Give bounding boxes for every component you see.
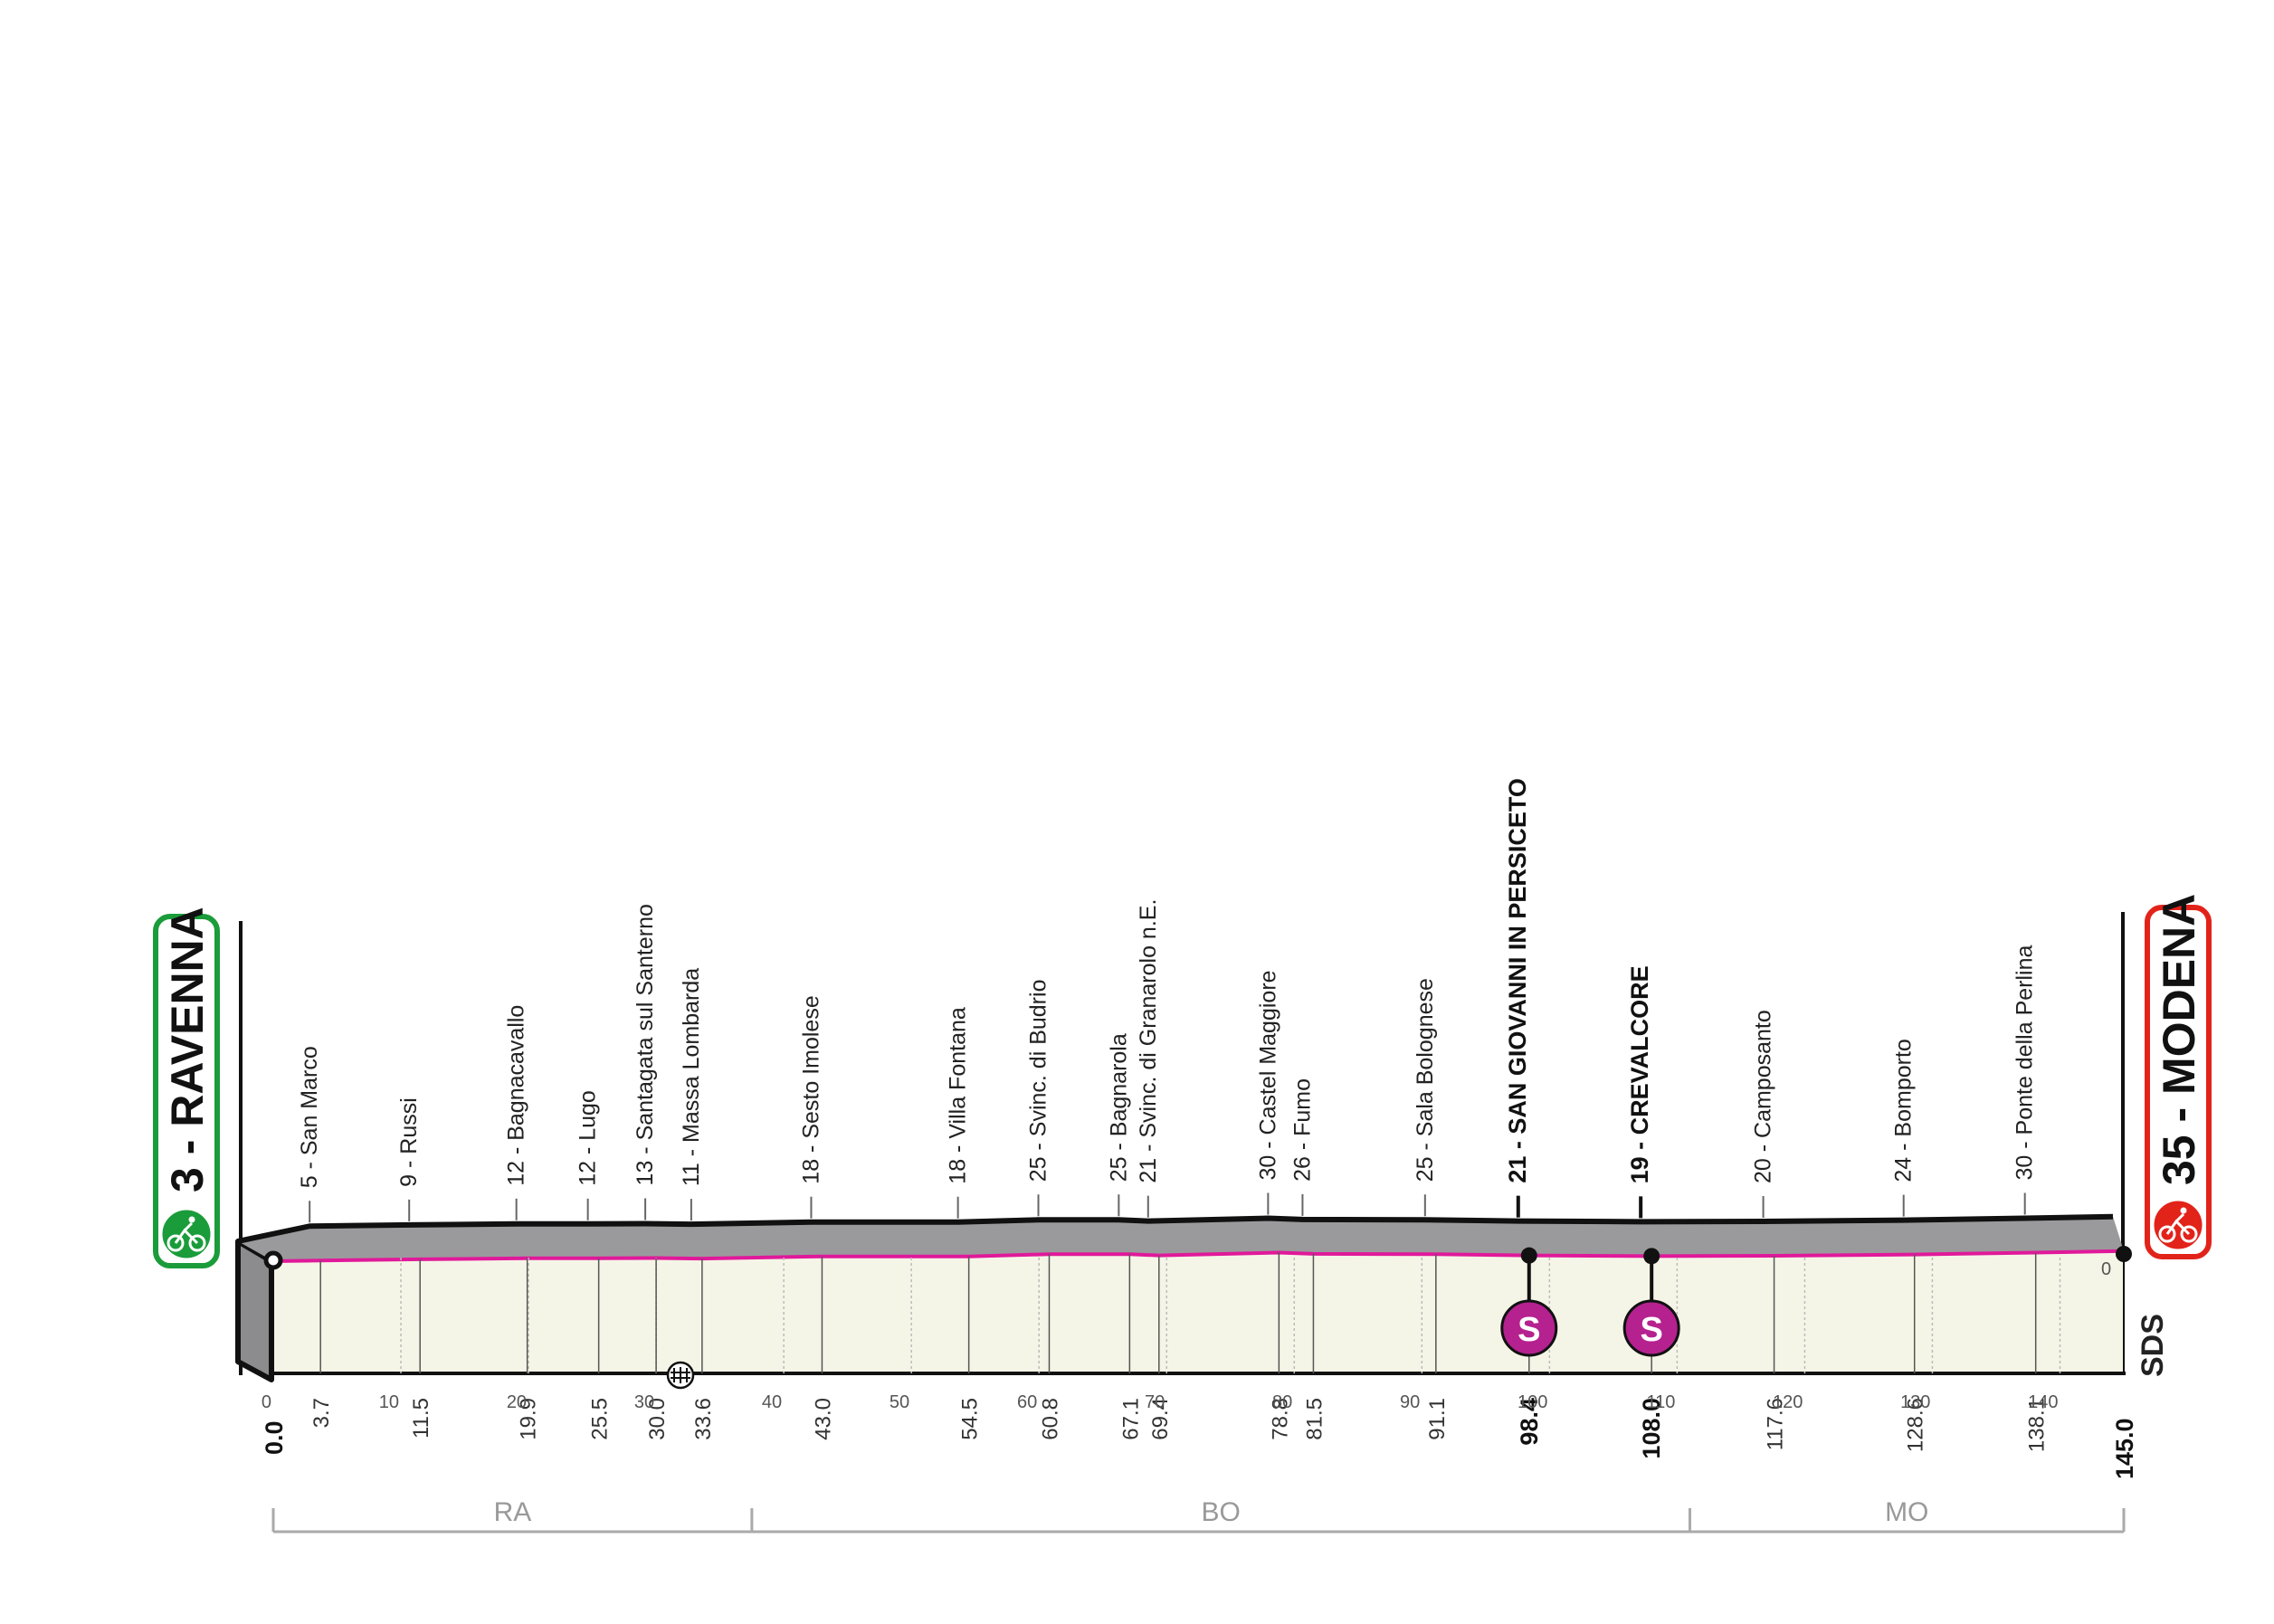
waypoint-label: 25 - Bagnarola (1106, 1033, 1131, 1182)
km-label: 98.4 (1516, 1398, 1543, 1446)
km-label: 25.5 (588, 1398, 613, 1440)
sprint-label: S (1518, 1311, 1540, 1349)
km-label: 54.5 (958, 1398, 983, 1440)
axis-tick-label: 110 (1646, 1392, 1675, 1412)
sprint-label: S (1640, 1311, 1662, 1349)
km-label: 91.1 (1425, 1398, 1450, 1440)
km-label: 19.9 (517, 1398, 541, 1440)
waypoint-label: 19 - CREVALCORE (1626, 965, 1653, 1183)
km-label: 11.5 (409, 1398, 433, 1439)
finish-city-label: 35 - MODENA (2154, 894, 2204, 1185)
profile-side-face (235, 1239, 274, 1382)
km-label-start: 0.0 (261, 1420, 288, 1455)
waypoint-label: 5 - San Marco (297, 1046, 322, 1188)
waypoint-label: 30 - Castel Maggiore (1255, 970, 1280, 1180)
finish-dot (2116, 1246, 2132, 1262)
km-label: 81.5 (1302, 1398, 1327, 1440)
waypoint-label: 9 - Russi (396, 1097, 422, 1187)
axis-tick-label: 10 (379, 1392, 399, 1412)
km-label: 60.8 (1038, 1398, 1062, 1440)
waypoint-label: 18 - Sesto Imolese (798, 995, 823, 1183)
waypoint-label: 20 - Camposanto (1751, 1010, 1776, 1183)
waypoint-label: 18 - Villa Fontana (946, 1007, 971, 1184)
waypoint-label: 26 - Fumo (1289, 1078, 1315, 1182)
waypoint-label: 24 - Bomporto (1891, 1039, 1917, 1182)
axis-tick-label: 60 (1017, 1392, 1037, 1412)
km-label: 138.1 (2025, 1398, 2050, 1452)
sprint-dot (1520, 1247, 1537, 1264)
start-badge: 3 - RAVENNA (153, 907, 220, 1268)
province-label: BO (1202, 1497, 1241, 1527)
km-label: 69.4 (1148, 1398, 1173, 1440)
waypoint-labels: 5 - San Marco 9 - Russi 12 - Bagnacavallo 1… (297, 778, 2038, 1188)
profile-top-edge (237, 1213, 2114, 1244)
km-label: 108.0 (1638, 1398, 1665, 1459)
sprint-dot (1643, 1248, 1660, 1265)
axis-tick-label: 70 (1145, 1392, 1165, 1412)
km-label-finish: 145.0 (2111, 1418, 2138, 1479)
axis-tick-label: 0 (262, 1392, 271, 1412)
km-label: 3.7 (309, 1398, 334, 1428)
sds-logo: SDS (2136, 1314, 2170, 1377)
km-label: 30.0 (645, 1398, 670, 1440)
waypoint-label: 21 - Svinc. di Granarolo n.E. (1136, 899, 1161, 1183)
axis-tick-label: 140 (2028, 1392, 2058, 1412)
profile-body (272, 1249, 2125, 1374)
waypoint-label: 21 - SAN GIOVANNI IN PERSICETO (1504, 778, 1531, 1183)
start-dot (263, 1250, 283, 1270)
finish-zero-label: 0 (2101, 1259, 2111, 1279)
axis-tick-label: 40 (762, 1392, 782, 1412)
axis-tick-label: 120 (1773, 1392, 1803, 1412)
sprint-icon (1500, 1299, 1558, 1357)
sprint-icon (1622, 1299, 1680, 1357)
axis-tick-label: 100 (1518, 1392, 1547, 1412)
start-city-label: 3 - RAVENNA (162, 907, 213, 1192)
axis-tick-label: 130 (1900, 1392, 1930, 1412)
waypoint-label: 25 - Sala Bolognese (1413, 978, 1438, 1182)
province-label: MO (1885, 1497, 1928, 1527)
finish-badge: 35 - MODENA (2145, 894, 2212, 1259)
waypoint-label: 25 - Svinc. di Budrio (1025, 980, 1051, 1182)
level-crossing-icon (666, 1361, 695, 1390)
km-labels: 0.0 145.0 3.7 11.5 19.9 25.5 30.0 33.6 43.0 54.5 6… (261, 1398, 2138, 1479)
km-label: 33.6 (691, 1398, 716, 1440)
axis-tick-label: 90 (1400, 1392, 1420, 1412)
province-bracket: RA BO MO (271, 1497, 2126, 1534)
km-label: 67.1 (1118, 1398, 1143, 1440)
km-label: 78.8 (1268, 1398, 1292, 1440)
km-label: 43.0 (811, 1398, 835, 1440)
waypoint-label: 12 - Bagnacavallo (504, 1005, 529, 1186)
waypoint-label: 12 - Lugo (576, 1090, 601, 1186)
km-label: 117.6 (1764, 1398, 1788, 1450)
axis-tick-label: 80 (1272, 1392, 1292, 1412)
km-label: 128.6 (1904, 1398, 1928, 1452)
axis-tick-label: 50 (890, 1392, 909, 1412)
waypoint-label: 30 - Ponte della Perlina (2012, 945, 2038, 1181)
waypoint-label: 13 - Santagata sul Santerno (633, 904, 658, 1185)
province-label: RA (494, 1497, 532, 1527)
axis-tick-label: 30 (634, 1392, 654, 1412)
axis-tick-labels: 0 10 20 30 40 50 60 70 80 90 100 110 120 130 140 (262, 1392, 2059, 1412)
waypoint-label: 11 - Massa Lombarda (679, 968, 704, 1186)
axis-tick-label: 20 (507, 1392, 527, 1412)
